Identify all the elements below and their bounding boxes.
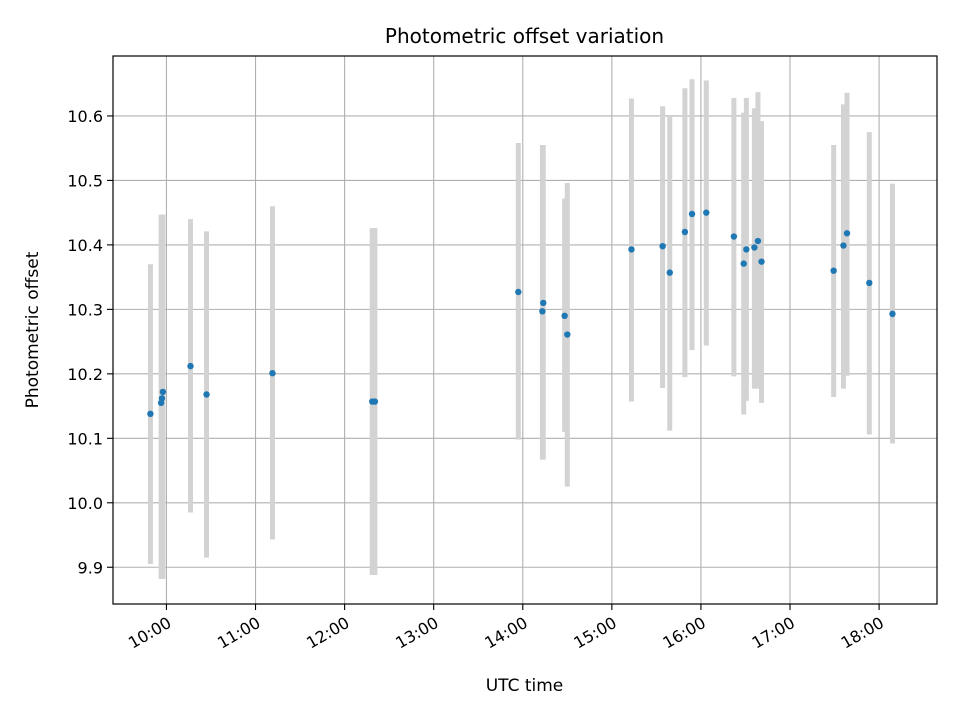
- data-point: [203, 391, 210, 398]
- x-tick-label: 17:00: [749, 613, 798, 653]
- x-tick-label: 15:00: [570, 613, 619, 653]
- y-axis-ticks: 9.9 10.0 10.1 10.2 10.3 10.4 10.5 10.6: [67, 107, 113, 577]
- data-point: [743, 246, 750, 253]
- x-axis-ticks: 10:00 11:00 12:00 13:00 14:00 15:00 16:00 17:00…: [125, 604, 887, 653]
- error-bars: [147, 79, 895, 579]
- y-tick-label: 10.4: [67, 236, 103, 255]
- x-tick-label: 11:00: [214, 613, 263, 653]
- data-points: [147, 209, 896, 418]
- data-point: [889, 310, 896, 318]
- data-point: [840, 242, 847, 249]
- y-tick-label: 9.9: [78, 558, 103, 577]
- y-tick-label: 10.1: [67, 429, 103, 448]
- x-axis-label: UTC time: [486, 676, 564, 696]
- y-tick-label: 10.3: [67, 300, 103, 319]
- x-tick-label: 14:00: [481, 613, 530, 653]
- x-tick-label: 16:00: [660, 613, 709, 653]
- x-tick-label: 18:00: [838, 613, 887, 653]
- data-point: [561, 312, 568, 320]
- data-point: [540, 299, 547, 307]
- data-point: [269, 369, 276, 377]
- data-point: [564, 331, 571, 338]
- data-point: [515, 288, 522, 296]
- data-point: [843, 230, 851, 237]
- data-point: [666, 269, 673, 276]
- data-point: [751, 244, 758, 251]
- data-point: [187, 362, 194, 370]
- data-point: [688, 210, 696, 218]
- grid: [113, 56, 937, 604]
- data-point: [539, 308, 546, 315]
- data-point: [159, 388, 167, 396]
- y-tick-label: 10.2: [67, 365, 103, 384]
- x-tick-label: 13:00: [392, 613, 441, 653]
- x-tick-label: 10:00: [125, 613, 174, 653]
- y-tick-label: 10.5: [67, 171, 103, 190]
- data-point: [659, 242, 666, 250]
- y-tick-label: 10.6: [67, 107, 103, 126]
- plot-frame: [112, 55, 938, 605]
- y-tick-label: 10.0: [67, 494, 103, 513]
- x-tick-label: 12:00: [303, 613, 352, 653]
- data-point: [730, 233, 738, 240]
- data-point: [628, 246, 635, 253]
- data-point: [371, 398, 379, 405]
- data-point: [158, 395, 166, 402]
- data-point: [681, 228, 689, 236]
- y-axis-label: Photometric offset: [23, 251, 43, 408]
- data-point: [758, 258, 765, 265]
- data-point: [740, 260, 747, 267]
- data-point: [754, 237, 762, 245]
- data-point: [147, 410, 154, 418]
- chart-title: Photometric offset variation: [385, 24, 664, 48]
- data-point: [830, 267, 837, 274]
- data-point: [703, 209, 710, 216]
- data-point: [866, 279, 873, 287]
